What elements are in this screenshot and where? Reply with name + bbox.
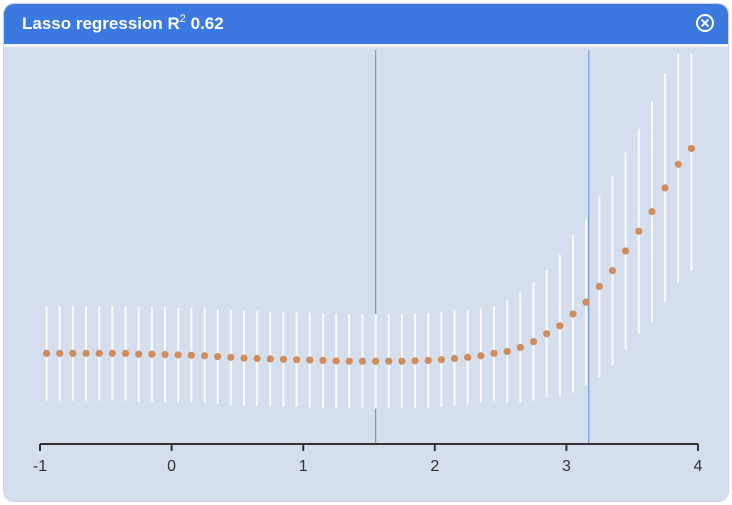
- data-point-50: [687, 144, 696, 153]
- window-title: Lasso regression R2 0.62: [22, 13, 224, 35]
- data-point-48: [661, 184, 669, 192]
- data-point-42: [582, 298, 590, 306]
- title-divider: [4, 44, 728, 47]
- x-tick-label-4: 2: [430, 458, 439, 475]
- data-point-41: [569, 310, 577, 318]
- data-point-26: [371, 357, 380, 365]
- x-tick-label-6: 4: [694, 458, 703, 475]
- data-point-27: [385, 357, 393, 365]
- data-point-7: [121, 349, 130, 357]
- data-point-17: [253, 354, 261, 363]
- data-point-14: [214, 352, 222, 361]
- data-point-10: [161, 350, 169, 359]
- data-point-6: [108, 349, 116, 357]
- data-point-43: [595, 282, 603, 290]
- data-point-46: [635, 227, 643, 235]
- data-point-2: [56, 349, 64, 357]
- title-value: 0.62: [185, 14, 224, 33]
- scatter-chart: -1 0 1 2 3 4: [33, 50, 703, 475]
- data-point-23: [332, 357, 340, 365]
- x-tick-label-5: 3: [562, 458, 571, 475]
- data-point-28: [398, 357, 406, 365]
- data-point-12: [187, 351, 195, 359]
- data-point-5: [95, 349, 103, 357]
- data-point-20: [293, 356, 301, 364]
- data-point-32: [450, 354, 459, 363]
- x-tick-label-1: -1: [33, 458, 47, 475]
- title-superscript: 2: [179, 13, 186, 25]
- data-point-1: [42, 349, 51, 357]
- data-point-38: [529, 337, 538, 346]
- x-tick-label-2: 0: [167, 458, 176, 475]
- data-point-16: [240, 354, 248, 362]
- data-point-24: [345, 357, 353, 365]
- data-point-37: [516, 343, 524, 352]
- data-point-31: [437, 356, 445, 364]
- title-text: Lasso regression R: [22, 14, 180, 33]
- data-point-29: [411, 357, 419, 365]
- data-point-47: [648, 207, 656, 216]
- data-point-36: [503, 347, 511, 356]
- data-point-39: [543, 330, 551, 338]
- data-point-30: [424, 356, 432, 365]
- data-point-21: [306, 356, 314, 364]
- data-point-45: [622, 247, 630, 255]
- data-point-9: [148, 350, 156, 358]
- data-point-18: [266, 355, 274, 363]
- close-icon[interactable]: [696, 14, 714, 32]
- data-point-22: [319, 356, 327, 365]
- data-point-25: [358, 357, 367, 365]
- data-point-4: [82, 349, 90, 357]
- data-point-35: [490, 349, 498, 357]
- data-point-49: [674, 160, 682, 168]
- data-point-40: [556, 322, 564, 330]
- data-point-13: [200, 352, 209, 360]
- lasso-regression-window: Lasso regression R2 0.62 -1 0 1 2 3 4: [4, 4, 728, 501]
- data-point-11: [174, 351, 182, 359]
- title-bar: Lasso regression R2 0.62: [4, 4, 728, 44]
- data-point-8: [135, 350, 143, 358]
- data-point-15: [227, 353, 235, 361]
- data-point-44: [608, 267, 617, 275]
- data-point-34: [477, 352, 485, 360]
- data-point-3: [69, 349, 77, 357]
- data-point-33: [464, 353, 472, 361]
- x-tick-label-3: 1: [299, 458, 308, 475]
- data-point-19: [279, 355, 288, 363]
